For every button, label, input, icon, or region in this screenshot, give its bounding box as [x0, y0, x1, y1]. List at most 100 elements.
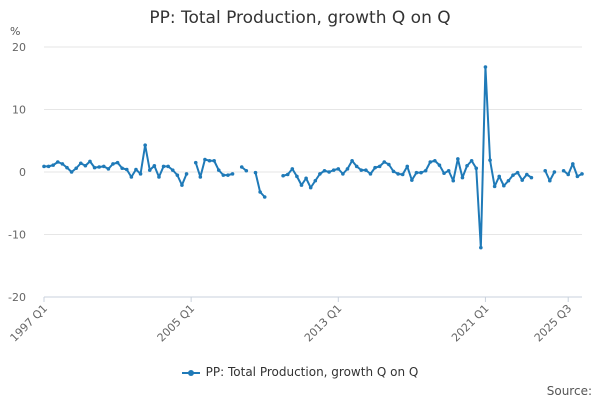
data-point[interactable] — [216, 168, 221, 172]
data-point[interactable] — [101, 164, 106, 169]
data-point[interactable] — [414, 170, 419, 175]
data-point[interactable] — [492, 184, 497, 189]
data-point[interactable] — [566, 172, 571, 177]
data-point[interactable] — [548, 178, 552, 183]
data-point[interactable] — [515, 170, 520, 175]
data-point[interactable] — [115, 160, 120, 165]
data-point[interactable] — [400, 172, 405, 177]
data-point[interactable] — [92, 165, 97, 170]
data-point[interactable] — [46, 164, 51, 169]
data-point[interactable] — [221, 173, 226, 177]
data-point[interactable] — [502, 183, 506, 188]
data-point[interactable] — [456, 157, 460, 161]
data-point[interactable] — [460, 175, 465, 180]
data-point[interactable] — [78, 161, 83, 166]
data-point[interactable] — [377, 164, 382, 169]
data-point[interactable] — [552, 170, 557, 174]
data-point[interactable] — [483, 65, 488, 69]
data-point[interactable] — [299, 183, 304, 187]
data-point[interactable] — [543, 168, 548, 173]
data-point[interactable] — [354, 164, 359, 169]
data-point[interactable] — [157, 175, 161, 179]
data-point[interactable] — [60, 162, 65, 166]
data-point[interactable] — [281, 173, 285, 178]
data-point[interactable] — [258, 190, 262, 194]
data-point[interactable] — [143, 143, 147, 147]
data-point[interactable] — [180, 183, 184, 187]
data-point[interactable] — [51, 163, 55, 167]
data-point[interactable] — [285, 172, 290, 177]
data-point[interactable] — [193, 160, 198, 165]
data-point[interactable] — [175, 173, 180, 177]
data-point[interactable] — [345, 167, 350, 171]
data-point[interactable] — [226, 173, 230, 177]
data-point[interactable] — [120, 166, 124, 171]
data-point[interactable] — [433, 158, 437, 163]
data-point[interactable] — [446, 168, 451, 173]
data-point[interactable] — [134, 167, 138, 172]
data-point[interactable] — [244, 168, 249, 173]
data-point[interactable] — [304, 176, 308, 181]
data-point[interactable] — [387, 162, 391, 167]
data-point[interactable] — [97, 165, 101, 169]
data-point[interactable] — [529, 175, 534, 180]
data-point[interactable] — [83, 163, 88, 168]
data-point[interactable] — [350, 158, 354, 163]
data-point[interactable] — [525, 172, 529, 177]
data-point[interactable] — [170, 168, 175, 172]
data-point[interactable] — [364, 168, 368, 172]
data-point[interactable] — [239, 165, 244, 169]
data-point[interactable] — [124, 167, 129, 172]
data-point[interactable] — [88, 159, 92, 164]
data-point[interactable] — [437, 163, 442, 167]
data-point[interactable] — [212, 158, 216, 163]
data-point[interactable] — [55, 160, 60, 164]
data-point[interactable] — [511, 173, 515, 177]
data-point[interactable] — [331, 168, 336, 172]
data-point[interactable] — [428, 160, 433, 164]
data-point[interactable] — [327, 170, 331, 174]
data-point[interactable] — [561, 168, 566, 173]
data-point[interactable] — [575, 174, 580, 179]
data-point[interactable] — [106, 167, 111, 171]
data-point[interactable] — [207, 158, 212, 163]
data-point[interactable] — [474, 166, 479, 171]
data-point[interactable] — [520, 178, 525, 182]
data-point[interactable] — [423, 168, 428, 173]
data-point[interactable] — [465, 163, 469, 168]
data-point[interactable] — [230, 172, 235, 176]
data-point[interactable] — [308, 185, 313, 190]
data-point[interactable] — [341, 172, 345, 176]
data-point[interactable] — [138, 172, 143, 176]
data-point[interactable] — [318, 172, 322, 176]
data-point[interactable] — [405, 164, 410, 169]
data-point[interactable] — [396, 172, 400, 176]
data-point[interactable] — [497, 174, 502, 179]
data-point[interactable] — [166, 164, 170, 169]
data-point[interactable] — [368, 172, 373, 176]
data-point[interactable] — [295, 174, 299, 179]
data-point[interactable] — [580, 172, 584, 176]
data-point[interactable] — [129, 175, 134, 179]
data-point[interactable] — [152, 163, 157, 168]
data-point[interactable] — [359, 168, 364, 172]
data-point[interactable] — [322, 168, 327, 173]
data-point[interactable] — [147, 168, 152, 172]
data-point[interactable] — [373, 165, 377, 170]
legend[interactable]: PP: Total Production, growth Q on Q — [0, 365, 600, 379]
data-point[interactable] — [410, 178, 414, 182]
data-point[interactable] — [313, 178, 318, 183]
data-point[interactable] — [262, 195, 267, 199]
data-point[interactable] — [253, 170, 258, 175]
data-point[interactable] — [469, 158, 474, 163]
data-point[interactable] — [488, 158, 492, 162]
data-point[interactable] — [391, 169, 396, 174]
data-point[interactable] — [479, 245, 483, 250]
data-point[interactable] — [442, 171, 446, 176]
data-point[interactable] — [111, 162, 115, 166]
data-point[interactable] — [336, 167, 341, 171]
data-point[interactable] — [203, 157, 207, 162]
data-point[interactable] — [382, 160, 387, 164]
data-point[interactable] — [184, 172, 189, 176]
data-point[interactable] — [198, 175, 203, 179]
